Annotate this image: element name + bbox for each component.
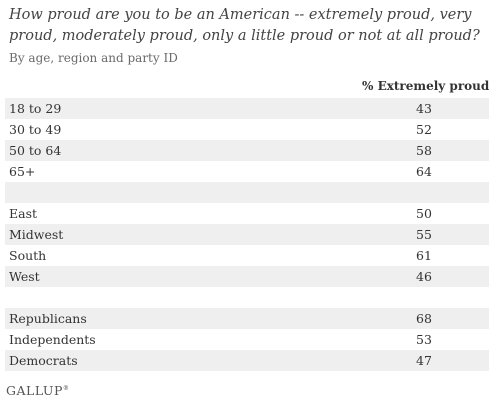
row-label: Independents bbox=[9, 332, 96, 347]
row-label: 30 to 49 bbox=[9, 122, 62, 137]
chart-subtitle: By age, region and party ID bbox=[9, 51, 178, 65]
table-row: Midwest 55 bbox=[5, 224, 489, 245]
table-row: 18 to 29 43 bbox=[5, 98, 489, 119]
data-table: 18 to 29 43 30 to 49 52 50 to 64 58 65+ 64 East 5… bbox=[5, 98, 489, 371]
table-row bbox=[5, 182, 489, 203]
row-value: 50 bbox=[416, 206, 432, 221]
table-row: South 61 bbox=[5, 245, 489, 266]
table-row: 65+ 64 bbox=[5, 161, 489, 182]
row-label: South bbox=[9, 248, 47, 263]
gallup-logo: GALLUP® bbox=[6, 383, 69, 398]
table-row: 50 to 64 58 bbox=[5, 140, 489, 161]
row-label: Democrats bbox=[9, 353, 78, 368]
row-value: 43 bbox=[416, 101, 432, 116]
row-value: 68 bbox=[416, 311, 432, 326]
row-label: East bbox=[9, 206, 38, 221]
row-value: 47 bbox=[416, 353, 432, 368]
row-value: 61 bbox=[416, 248, 432, 263]
row-value: 64 bbox=[416, 164, 432, 179]
row-value: 46 bbox=[416, 269, 432, 284]
table-row: West 46 bbox=[5, 266, 489, 287]
table-row: 30 to 49 52 bbox=[5, 119, 489, 140]
row-value: 53 bbox=[416, 332, 432, 347]
registered-mark: ® bbox=[62, 384, 70, 392]
table-row: Democrats 47 bbox=[5, 350, 489, 371]
row-label: 18 to 29 bbox=[9, 101, 62, 116]
row-label: 50 to 64 bbox=[9, 143, 62, 158]
logo-text: GALLUP bbox=[6, 383, 63, 398]
row-label: West bbox=[9, 269, 40, 284]
row-value: 55 bbox=[416, 227, 432, 242]
column-header: % Extremely proud bbox=[362, 79, 490, 93]
row-value: 52 bbox=[416, 122, 432, 137]
row-label: Republicans bbox=[9, 311, 87, 326]
row-label: Midwest bbox=[9, 227, 64, 242]
table-row: Republicans 68 bbox=[5, 308, 489, 329]
chart-title: How proud are you to be an American -- e… bbox=[9, 7, 480, 44]
row-label: 65+ bbox=[9, 164, 36, 179]
table-row: Independents 53 bbox=[5, 329, 489, 350]
row-value: 58 bbox=[416, 143, 432, 158]
table-row bbox=[5, 287, 489, 308]
table-row: East 50 bbox=[5, 203, 489, 224]
